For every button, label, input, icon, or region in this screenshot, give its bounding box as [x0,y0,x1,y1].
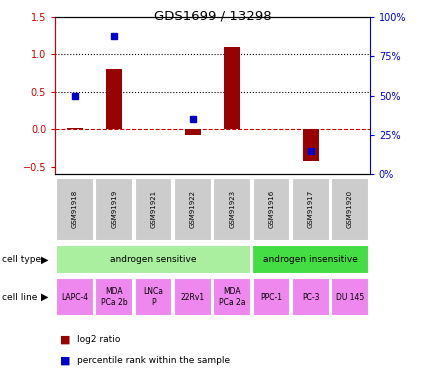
Text: GSM91918: GSM91918 [72,190,78,228]
Text: androgen insensitive: androgen insensitive [264,255,358,264]
Bar [331,278,369,316]
Bar [56,245,252,274]
Text: GSM91922: GSM91922 [190,190,196,228]
Bar [292,278,330,316]
Bar [67,128,83,129]
Bar [95,278,133,316]
Text: cell type: cell type [2,255,41,264]
Text: 22Rv1: 22Rv1 [181,292,205,302]
Bar [252,278,290,316]
Text: GSM91919: GSM91919 [111,190,117,228]
Bar [213,278,251,316]
Text: ■: ■ [60,356,70,366]
Text: GSM91920: GSM91920 [347,190,353,228]
Bar [252,178,290,241]
Bar [135,178,173,241]
Bar [252,245,369,274]
Text: androgen sensitive: androgen sensitive [110,255,197,264]
Bar [106,69,122,129]
Text: LNCa
P: LNCa P [144,288,164,307]
Text: MDA
PCa 2b: MDA PCa 2b [101,288,128,307]
Text: PC-3: PC-3 [302,292,320,302]
Text: ▶: ▶ [41,292,48,302]
Text: log2 ratio: log2 ratio [76,335,120,344]
Text: LAPC-4: LAPC-4 [61,292,88,302]
Bar [331,178,369,241]
Text: MDA
PCa 2a: MDA PCa 2a [219,288,245,307]
Bar [303,129,319,161]
Text: GSM91917: GSM91917 [308,190,314,228]
Bar [56,278,94,316]
Bar [95,178,133,241]
Bar [213,178,251,241]
Text: PPC-1: PPC-1 [261,292,283,302]
Text: GSM91923: GSM91923 [229,190,235,228]
Text: GSM91921: GSM91921 [150,190,156,228]
Bar [224,47,240,129]
Bar [185,129,201,135]
Text: cell line: cell line [2,292,37,302]
Bar [292,178,330,241]
Text: GSM91916: GSM91916 [269,190,275,228]
Text: GDS1699 / 13298: GDS1699 / 13298 [154,9,271,22]
Text: DU 145: DU 145 [336,292,364,302]
Bar [174,178,212,241]
Bar [174,278,212,316]
Bar [135,278,173,316]
Text: ▶: ▶ [41,255,48,265]
Text: percentile rank within the sample: percentile rank within the sample [76,356,230,365]
Text: ■: ■ [60,334,70,344]
Bar [56,178,94,241]
